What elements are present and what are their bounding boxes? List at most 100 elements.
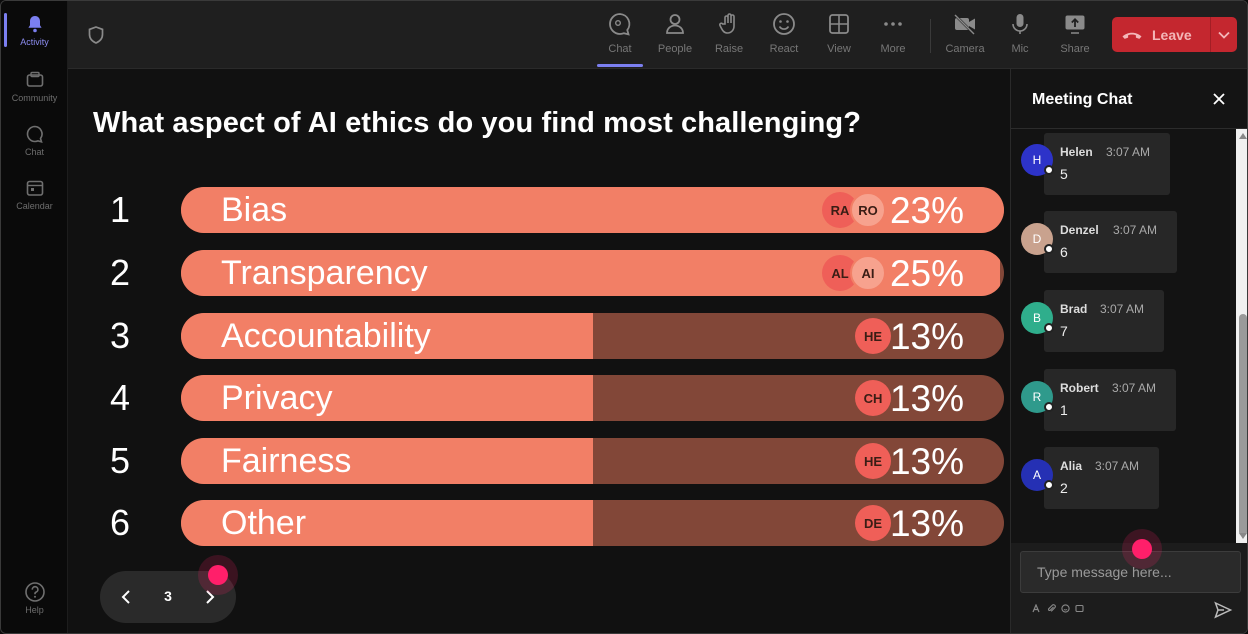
message-text: 6 — [1060, 244, 1068, 260]
option-percent: 13% — [889, 316, 964, 357]
scroll-down-icon[interactable] — [1239, 533, 1247, 539]
chevron-down-icon[interactable] — [1211, 31, 1237, 39]
close-icon[interactable] — [1209, 89, 1229, 109]
chat-scrollbar[interactable] — [1236, 129, 1247, 543]
voter-avatar: DE — [855, 505, 891, 541]
option-bar-fill — [181, 438, 593, 484]
leave-button[interactable]: Leave — [1112, 17, 1237, 52]
message-input[interactable] — [1020, 551, 1241, 593]
raise-label: Raise — [714, 43, 744, 55]
poll-stage: What aspect of AI ethics do you find mos… — [68, 69, 1010, 633]
send-icon[interactable] — [1213, 600, 1233, 620]
chat-icon — [607, 11, 633, 37]
view-label: View — [827, 43, 851, 55]
status-dot — [1044, 244, 1054, 254]
rail-item-activity[interactable]: Activity — [1, 5, 68, 55]
more-button[interactable]: More — [866, 11, 920, 63]
option-rank: 1 — [109, 189, 131, 230]
message-text: 5 — [1060, 166, 1068, 182]
avatar: B — [1021, 302, 1054, 334]
option-bar: Transparency AL AI 25% — [181, 250, 1004, 296]
pointer-indicator — [208, 565, 228, 585]
shield-icon[interactable] — [86, 25, 106, 45]
option-rank: 2 — [109, 252, 131, 293]
avatar: D — [1021, 223, 1054, 255]
chat-message: Helen 3:07 AM 5 — [1044, 133, 1170, 195]
status-dot — [1044, 323, 1054, 333]
option-label: Transparency — [221, 254, 428, 292]
grid-icon — [826, 11, 852, 37]
poll-option-row: 6 Other DE 13% — [68, 500, 1010, 546]
option-bar: Privacy CH 13% — [181, 375, 1004, 421]
option-bar: Bias RA RO 23% — [181, 187, 1004, 233]
scroll-thumb[interactable] — [1239, 314, 1247, 536]
format-icon[interactable] — [1031, 603, 1041, 613]
avatar-initial: A — [1032, 468, 1041, 482]
emoji-icon[interactable] — [1060, 603, 1070, 613]
message-sender: Robert — [1060, 381, 1099, 395]
avatar-initial: R — [1032, 390, 1042, 404]
option-label: Other — [221, 504, 307, 542]
meeting-chat-panel: Meeting Chat Helen 3:07 AM 5 H Denzel 3:… — [1010, 69, 1247, 633]
option-label: Accountability — [221, 317, 431, 355]
voter-avatar: CH — [855, 380, 891, 416]
voter-avatar: HE — [855, 443, 891, 479]
option-bar-fill — [181, 500, 593, 546]
option-label: Bias — [221, 191, 288, 229]
rail-label: Community — [11, 93, 58, 103]
leave-label: Leave — [1152, 26, 1192, 43]
previous-button[interactable] — [114, 585, 138, 609]
next-button[interactable] — [198, 585, 222, 609]
rail-item-calendar[interactable]: Calendar — [1, 169, 68, 219]
option-bar-fill — [181, 313, 593, 359]
chat-title: Meeting Chat — [1032, 91, 1133, 108]
gif-icon[interactable] — [1074, 603, 1084, 613]
option-bar: Fairness HE 13% — [181, 438, 1004, 484]
message-time: 3:07 AM — [1113, 223, 1158, 237]
status-dot — [1044, 402, 1054, 412]
view-button[interactable]: View — [812, 11, 866, 63]
community-icon — [24, 69, 46, 91]
avatar: H — [1021, 144, 1054, 176]
rail-item-community[interactable]: Community — [1, 61, 68, 111]
camera-button[interactable]: Camera — [938, 11, 992, 63]
option-bar: Other DE 13% — [181, 500, 1004, 546]
people-button[interactable]: People — [648, 11, 702, 63]
react-label: React — [769, 43, 799, 55]
more-icon — [880, 11, 906, 37]
voter-avatar: AI — [850, 255, 886, 291]
calendar-icon — [24, 177, 46, 199]
rail-item-chat[interactable]: Chat — [1, 115, 68, 165]
rail-item-help[interactable]: Help — [1, 573, 68, 623]
scroll-up-icon[interactable] — [1239, 133, 1247, 139]
message-sender: Alia — [1060, 459, 1083, 473]
react-button[interactable]: React — [757, 11, 811, 63]
chat-button[interactable]: Chat — [593, 11, 647, 67]
option-percent: 25% — [889, 253, 964, 294]
message-sender: Brad — [1060, 302, 1088, 316]
share-screen-icon — [1062, 11, 1088, 37]
message-time: 3:07 AM — [1095, 459, 1140, 473]
message-text: 2 — [1060, 480, 1068, 496]
hang-up-icon — [1112, 29, 1152, 41]
hand-icon — [716, 11, 742, 37]
option-label: Fairness — [221, 442, 352, 480]
rail-label: Calendar — [16, 201, 53, 211]
message-text: 7 — [1060, 323, 1068, 339]
camera-off-icon — [952, 11, 978, 37]
share-button[interactable]: Share — [1048, 11, 1102, 63]
option-percent: 23% — [889, 190, 964, 231]
attach-icon[interactable] — [1046, 603, 1056, 613]
pointer-indicator — [1132, 539, 1152, 559]
poll-option-row: 4 Privacy CH 13% — [68, 375, 1010, 421]
chat-message: Robert 3:07 AM 1 — [1044, 369, 1176, 431]
help-icon — [24, 581, 46, 603]
option-percent: 13% — [889, 503, 964, 544]
raise-hand-button[interactable]: Raise — [702, 11, 756, 63]
mic-button[interactable]: Mic — [993, 11, 1047, 63]
avatar: A — [1021, 459, 1054, 491]
option-rank: 5 — [109, 440, 131, 481]
message-time: 3:07 AM — [1106, 145, 1151, 159]
message-time: 3:07 AM — [1112, 381, 1157, 395]
